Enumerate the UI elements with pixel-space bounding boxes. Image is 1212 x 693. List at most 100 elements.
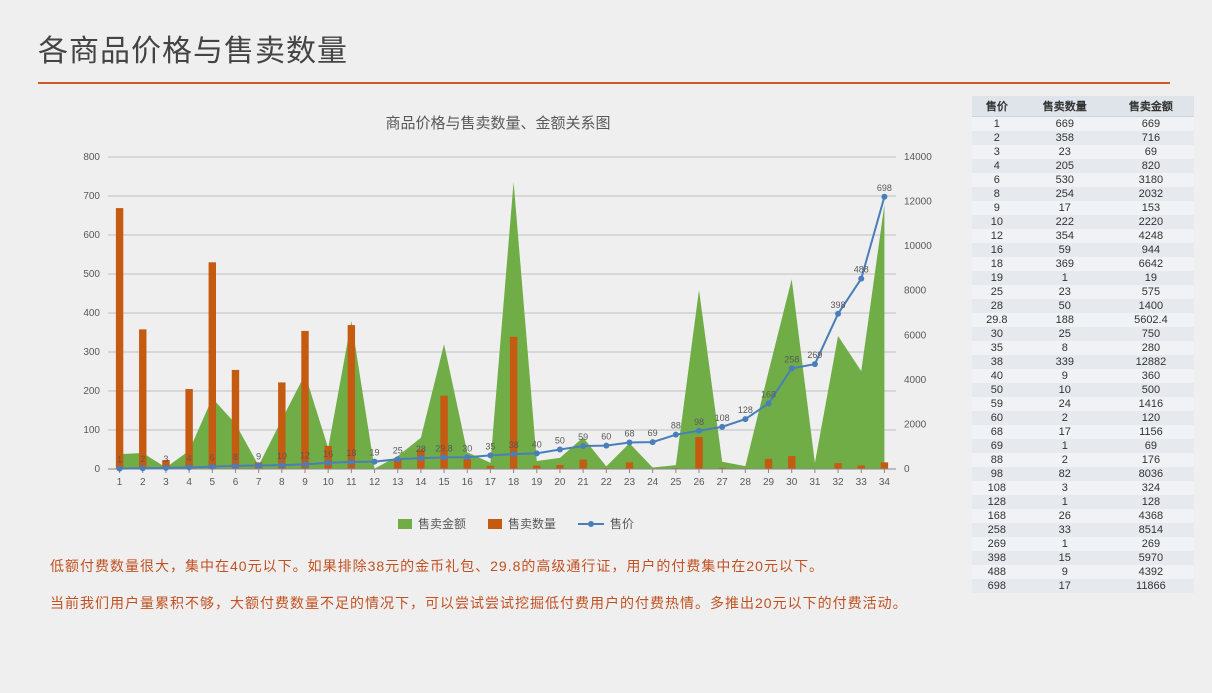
table-row: 48894392 <box>972 565 1194 579</box>
svg-text:600: 600 <box>83 230 100 241</box>
table-cell: 205 <box>1022 159 1108 173</box>
table-row: 28501400 <box>972 299 1194 313</box>
table-cell: 3180 <box>1108 173 1194 187</box>
svg-text:12000: 12000 <box>904 197 932 208</box>
svg-text:59: 59 <box>578 432 588 442</box>
legend-swatch <box>488 519 502 529</box>
table-cell: 1400 <box>1108 299 1194 313</box>
table-row: 59241416 <box>972 397 1194 411</box>
table-cell: 8514 <box>1108 523 1194 537</box>
data-table-header-row: 售价售卖数量售卖金额 <box>972 96 1194 117</box>
title-block: 各商品价格与售卖数量 <box>38 26 348 70</box>
table-cell: 68 <box>972 425 1022 439</box>
line-marker <box>464 454 470 460</box>
svg-text:23: 23 <box>624 477 636 488</box>
line-marker <box>487 452 493 458</box>
table-cell: 50 <box>1022 299 1108 313</box>
svg-text:200: 200 <box>83 386 100 397</box>
table-row: 1083324 <box>972 481 1194 495</box>
svg-text:269: 269 <box>807 350 822 360</box>
table-cell: 669 <box>1022 117 1108 132</box>
svg-text:2: 2 <box>140 454 145 464</box>
line-marker <box>789 365 795 371</box>
line-marker <box>302 461 308 467</box>
line-marker <box>696 428 702 434</box>
svg-text:9: 9 <box>302 477 308 488</box>
svg-text:17: 17 <box>485 477 497 488</box>
svg-text:20: 20 <box>554 477 566 488</box>
table-cell: 17 <box>1022 201 1108 215</box>
svg-text:9: 9 <box>256 451 261 461</box>
data-table: 售价售卖数量售卖金额 16696692358716323694205820653… <box>972 96 1194 593</box>
page-title: 各商品价格与售卖数量 <box>38 26 348 70</box>
svg-text:2: 2 <box>140 477 146 488</box>
table-cell: 12 <box>972 229 1022 243</box>
table-row: 32369 <box>972 145 1194 159</box>
svg-text:50: 50 <box>555 436 565 446</box>
table-cell: 59 <box>1022 243 1108 257</box>
table-cell: 17 <box>1022 579 1108 593</box>
svg-text:12: 12 <box>300 450 310 460</box>
svg-text:30: 30 <box>462 443 472 453</box>
table-cell: 18 <box>972 257 1022 271</box>
svg-text:168: 168 <box>761 389 776 399</box>
table-cell: 716 <box>1108 131 1194 145</box>
bar <box>464 459 471 469</box>
table-cell: 16 <box>972 243 1022 257</box>
line-marker <box>580 443 586 449</box>
svg-text:18: 18 <box>346 448 356 458</box>
legend-swatch <box>398 519 412 529</box>
table-cell: 360 <box>1108 369 1194 383</box>
bar <box>209 262 216 469</box>
table-cell: 25 <box>1022 327 1108 341</box>
svg-text:22: 22 <box>601 477 613 488</box>
svg-text:68: 68 <box>624 428 634 438</box>
table-row: 398155970 <box>972 551 1194 565</box>
table-row: 2358716 <box>972 131 1194 145</box>
table-cell: 176 <box>1108 453 1194 467</box>
line-marker <box>232 463 238 469</box>
line-marker <box>534 450 540 456</box>
svg-text:34: 34 <box>879 477 891 488</box>
table-cell: 575 <box>1108 285 1194 299</box>
table-cell: 33 <box>1022 523 1108 537</box>
svg-text:25: 25 <box>670 477 682 488</box>
table-row: 358280 <box>972 341 1194 355</box>
table-row: 29.81885602.4 <box>972 313 1194 327</box>
svg-text:6: 6 <box>210 453 215 463</box>
table-cell: 69 <box>972 439 1022 453</box>
bar <box>881 462 888 469</box>
line-marker <box>418 455 424 461</box>
analysis-notes: 低额付费数量很大，集中在40元以下。如果排除38元的金币礼包、29.8的高级通行… <box>50 556 920 630</box>
line-marker <box>348 459 354 465</box>
line-marker <box>626 439 632 445</box>
table-cell: 17 <box>1022 425 1108 439</box>
table-cell: 40 <box>972 369 1022 383</box>
svg-text:1: 1 <box>117 477 123 488</box>
svg-text:398: 398 <box>831 300 846 310</box>
table-cell: 530 <box>1022 173 1108 187</box>
chart-title: 商品价格与售卖数量、金额关系图 <box>38 112 958 133</box>
table-cell: 3 <box>1022 481 1108 495</box>
legend-label: 售卖金额 <box>418 515 466 532</box>
table-header-cell: 售价 <box>972 96 1022 117</box>
table-cell: 1156 <box>1108 425 1194 439</box>
svg-text:500: 500 <box>83 269 100 280</box>
svg-text:60: 60 <box>601 432 611 442</box>
line-marker <box>163 465 169 471</box>
svg-text:16: 16 <box>323 449 333 459</box>
svg-text:128: 128 <box>738 405 753 415</box>
svg-text:698: 698 <box>877 183 892 193</box>
table-cell: 698 <box>972 579 1022 593</box>
bar <box>533 465 540 469</box>
table-cell: 4 <box>972 159 1022 173</box>
svg-text:69: 69 <box>648 428 658 438</box>
table-cell: 6642 <box>1108 257 1194 271</box>
table-cell: 35 <box>972 341 1022 355</box>
table-cell: 820 <box>1108 159 1194 173</box>
table-cell: 128 <box>972 495 1022 509</box>
svg-text:108: 108 <box>715 413 730 423</box>
svg-text:88: 88 <box>671 421 681 431</box>
table-cell: 88 <box>972 453 1022 467</box>
table-cell: 1 <box>1022 537 1108 551</box>
